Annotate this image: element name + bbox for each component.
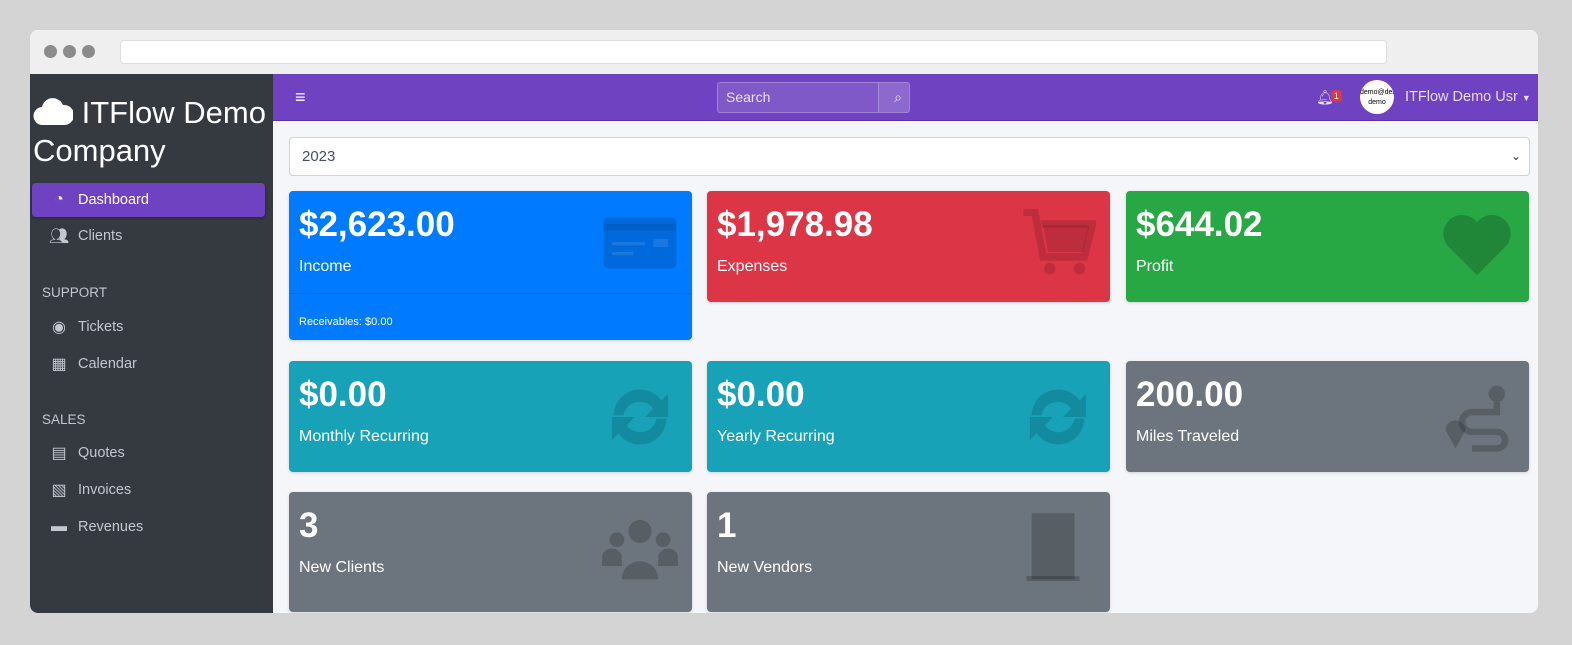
notification-badge: 1 bbox=[1330, 90, 1342, 102]
credit-card-icon: ▬ bbox=[51, 518, 67, 535]
address-bar[interactable] bbox=[120, 40, 1387, 64]
nav-label: Quotes bbox=[78, 445, 125, 461]
stat-card-new-vendors[interactable]: 1 New Vendors bbox=[707, 492, 1110, 612]
stat-value: 3 bbox=[299, 506, 319, 545]
hamburger-menu-icon[interactable]: ≡ bbox=[295, 87, 306, 107]
stat-value: 200.00 bbox=[1136, 375, 1244, 414]
sidebar-item-clients[interactable]: 👥︎ Clients bbox=[32, 219, 265, 253]
tachometer-icon: ◔ bbox=[54, 191, 64, 208]
life-ring-icon: ◉ bbox=[52, 319, 66, 336]
user-menu[interactable]: ITFlow Demo Usr ▼ bbox=[1405, 89, 1531, 105]
caret-down-icon: ▼ bbox=[1521, 93, 1531, 103]
stat-footer: Receivables: $0.00 bbox=[289, 293, 692, 340]
credit-card-icon bbox=[603, 217, 677, 269]
stat-label: Income bbox=[299, 258, 352, 275]
cloud-icon bbox=[33, 98, 75, 126]
stat-card-new-clients[interactable]: 3 New Clients bbox=[289, 492, 692, 612]
top-navbar: ≡ Search ⌕ 🔔︎1 demo@demo demo ITFlow Dem… bbox=[273, 74, 1538, 121]
stat-label: Yearly Recurring bbox=[717, 428, 835, 445]
year-select[interactable]: 2023 ⌄ bbox=[289, 137, 1530, 176]
search-button[interactable]: ⌕ bbox=[878, 83, 909, 112]
sidebar-item-invoices[interactable]: ▧ Invoices bbox=[32, 473, 265, 507]
stat-label: Profit bbox=[1136, 258, 1174, 275]
sidebar-item-dashboard[interactable]: ◔ Dashboard bbox=[32, 183, 265, 217]
stat-card-miles-traveled[interactable]: 200.00 Miles Traveled bbox=[1126, 361, 1529, 472]
nav-label: Dashboard bbox=[78, 192, 149, 208]
sidebar-item-quotes[interactable]: ▤ Quotes bbox=[32, 436, 265, 470]
stat-label: Expenses bbox=[717, 258, 788, 275]
stat-value: $0.00 bbox=[299, 375, 387, 414]
section-header-sales: SALES bbox=[42, 412, 86, 427]
stat-label: Miles Traveled bbox=[1136, 428, 1240, 445]
stat-card-income[interactable]: $2,623.00 Income Receivables: $0.00 bbox=[289, 191, 692, 340]
notifications-button[interactable]: 🔔︎1 bbox=[1316, 89, 1345, 106]
user-name: ITFlow Demo Usr bbox=[1405, 89, 1518, 105]
avatar[interactable]: demo@demo demo bbox=[1360, 80, 1394, 114]
shopping-cart-icon bbox=[1023, 209, 1096, 275]
window-dot[interactable] bbox=[63, 45, 76, 58]
sidebar: ITFlow Demo Company ◔ Dashboard 👥︎ Clients… bbox=[30, 74, 273, 613]
nav-label: Invoices bbox=[78, 482, 132, 498]
nav-label: Calendar bbox=[78, 356, 137, 372]
route-icon bbox=[1445, 385, 1509, 452]
heart-icon bbox=[1443, 214, 1511, 276]
bell-icon: 🔔︎ bbox=[1316, 89, 1334, 105]
calendar-icon: ▦ bbox=[51, 356, 67, 373]
users-icon: 👥︎ bbox=[48, 228, 70, 245]
stat-label: Monthly Recurring bbox=[299, 428, 429, 445]
sync-icon bbox=[611, 389, 669, 445]
sync-icon bbox=[1029, 389, 1087, 445]
nav-label: Tickets bbox=[78, 319, 124, 335]
brand[interactable]: ITFlow Demo Company bbox=[33, 94, 273, 170]
file-icon: ▤ bbox=[51, 445, 67, 462]
year-value: 2023 bbox=[302, 148, 336, 165]
stat-label: New Vendors bbox=[717, 559, 813, 576]
browser-chrome bbox=[30, 30, 1538, 74]
stat-value: $0.00 bbox=[717, 375, 805, 414]
section-header-support: SUPPORT bbox=[42, 285, 108, 300]
search-input[interactable]: Search bbox=[726, 89, 771, 105]
brand-name: ITFlow Demo Company bbox=[33, 95, 266, 168]
building-icon bbox=[1026, 513, 1080, 582]
stat-card-monthly-recurring[interactable]: $0.00 Monthly Recurring bbox=[289, 361, 692, 472]
sidebar-item-tickets[interactable]: ◉ Tickets bbox=[32, 310, 265, 344]
stat-value: 1 bbox=[717, 506, 737, 545]
window-dot[interactable] bbox=[82, 45, 95, 58]
search-form: Search ⌕ bbox=[717, 82, 910, 113]
stat-value: $2,623.00 bbox=[299, 205, 455, 244]
stat-label: New Clients bbox=[299, 559, 385, 576]
search-icon: ⌕ bbox=[894, 89, 902, 105]
nav-label: Revenues bbox=[78, 519, 144, 535]
nav-label: Clients bbox=[78, 228, 123, 244]
stat-card-yearly-recurring[interactable]: $0.00 Yearly Recurring bbox=[707, 361, 1110, 472]
stat-value: $644.02 bbox=[1136, 205, 1263, 244]
stat-card-profit[interactable]: $644.02 Profit bbox=[1126, 191, 1529, 302]
sidebar-item-calendar[interactable]: ▦ Calendar bbox=[32, 347, 265, 381]
window-dot[interactable] bbox=[44, 45, 57, 58]
chevron-down-icon: ⌄ bbox=[1510, 149, 1521, 163]
stat-card-expenses[interactable]: $1,978.98 Expenses bbox=[707, 191, 1110, 302]
browser-window: ITFlow Demo Company ◔ Dashboard 👥︎ Clients… bbox=[30, 30, 1538, 613]
users-icon bbox=[602, 519, 678, 580]
stat-value: $1,978.98 bbox=[717, 205, 873, 244]
file-invoice-dollar-icon: ▧ bbox=[51, 482, 67, 499]
sidebar-item-revenues[interactable]: ▬ Revenues bbox=[32, 510, 265, 544]
